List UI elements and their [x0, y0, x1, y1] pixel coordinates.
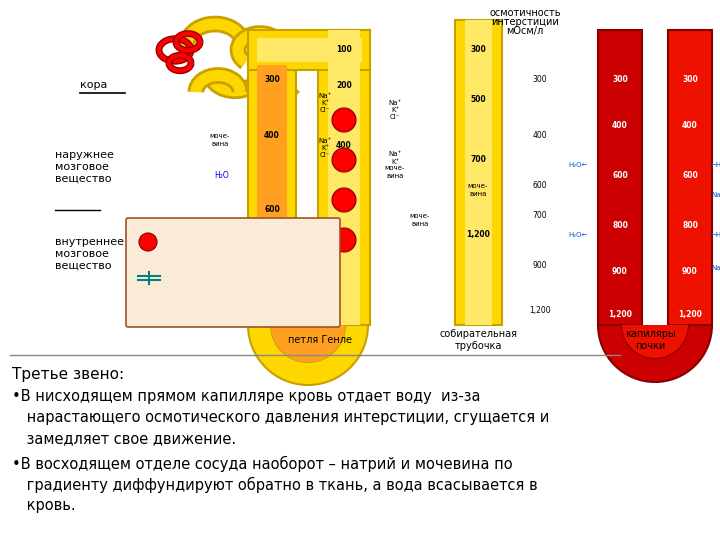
Wedge shape — [598, 325, 712, 382]
Text: 600: 600 — [264, 206, 280, 214]
Text: ←H₂O: ←H₂O — [711, 162, 720, 168]
Text: 1,200: 1,200 — [529, 306, 551, 314]
Text: 300: 300 — [264, 76, 280, 84]
Text: Na⁺
K⁺
Cl⁻: Na⁺ K⁺ Cl⁻ — [388, 100, 402, 120]
Text: 700: 700 — [470, 156, 486, 165]
Text: моче-
вина: моче- вина — [468, 184, 488, 197]
Text: мозговое: мозговое — [55, 162, 109, 172]
Text: 100: 100 — [336, 45, 352, 55]
Text: 500: 500 — [470, 96, 486, 105]
Text: 300: 300 — [533, 76, 547, 84]
Text: осмотичность: осмотичность — [490, 8, 561, 18]
Text: кора: кора — [80, 80, 107, 90]
Text: NaCl: NaCl — [712, 192, 720, 198]
Text: каналы: каналы — [165, 285, 198, 294]
Text: 300: 300 — [682, 76, 698, 84]
Text: 1,200: 1,200 — [608, 310, 632, 320]
Text: Третье звено:: Третье звено: — [12, 367, 124, 382]
Text: 900: 900 — [533, 260, 547, 269]
Text: 1,200: 1,200 — [678, 310, 702, 320]
Polygon shape — [318, 30, 370, 325]
Text: 400: 400 — [612, 120, 628, 130]
Text: NaCl: NaCl — [712, 265, 720, 271]
Text: 900: 900 — [264, 275, 280, 285]
Text: Na⁺
K⁺
моче-
вина: Na⁺ K⁺ моче- вина — [384, 152, 405, 179]
Text: вещество: вещество — [55, 174, 112, 184]
Text: 400: 400 — [264, 131, 280, 139]
Circle shape — [332, 148, 356, 172]
Text: петля Генле: петля Генле — [288, 335, 352, 345]
Text: нарастающего осмотического давления интерстиции, сгущается и: нарастающего осмотического давления инте… — [22, 410, 549, 425]
Text: 600: 600 — [612, 171, 628, 179]
Text: 600: 600 — [533, 180, 547, 190]
Polygon shape — [328, 30, 360, 325]
Text: моче-
вина: моче- вина — [210, 248, 230, 261]
Text: H₂O: H₂O — [215, 171, 230, 179]
Text: H₂O←: H₂O← — [568, 162, 588, 168]
Text: 600: 600 — [682, 171, 698, 179]
Polygon shape — [465, 20, 492, 325]
Text: 900: 900 — [612, 267, 628, 276]
Polygon shape — [257, 65, 287, 325]
Text: 700: 700 — [533, 211, 547, 219]
Text: собирательная
трубочка: собирательная трубочка — [439, 329, 517, 351]
Circle shape — [332, 228, 356, 252]
Circle shape — [332, 188, 356, 212]
Text: Na⁺
K⁺
Cl⁻: Na⁺ K⁺ Cl⁻ — [318, 138, 332, 158]
Text: 800: 800 — [682, 220, 698, 230]
Text: 300: 300 — [470, 45, 486, 55]
Circle shape — [139, 233, 157, 251]
FancyBboxPatch shape — [126, 218, 340, 327]
Text: моче-
вина: моче- вина — [210, 133, 230, 146]
Text: дифузия через: дифузия через — [165, 273, 231, 282]
Text: активный: активный — [165, 238, 208, 246]
Polygon shape — [668, 30, 712, 325]
Text: наружнее: наружнее — [55, 150, 114, 160]
Text: моче-
вина: моче- вина — [410, 213, 430, 226]
Text: вещество: вещество — [55, 261, 112, 271]
Text: внутреннее: внутреннее — [55, 237, 124, 247]
Polygon shape — [598, 30, 642, 325]
Text: градиенту диффундируют обратно в ткань, а вода всасывается в: градиенту диффундируют обратно в ткань, … — [22, 477, 538, 493]
Text: Na⁺
K⁺
Cl⁻: Na⁺ K⁺ Cl⁻ — [318, 93, 332, 113]
Wedge shape — [271, 325, 345, 362]
Text: 700: 700 — [336, 195, 352, 205]
Circle shape — [332, 108, 356, 132]
Text: 400: 400 — [533, 131, 547, 139]
Text: замедляет свое движение.: замедляет свое движение. — [22, 431, 236, 446]
Text: 1,200: 1,200 — [466, 231, 490, 240]
Text: 800: 800 — [612, 220, 628, 230]
Text: •В восходящем отделе сосуда наоборот – натрий и мочевина по: •В восходящем отделе сосуда наоборот – н… — [12, 456, 513, 472]
Wedge shape — [622, 325, 688, 358]
Text: H₂O←: H₂O← — [568, 232, 588, 238]
Text: 900: 900 — [682, 267, 698, 276]
Text: ←H₂O: ←H₂O — [711, 232, 720, 238]
Text: транспорт: транспорт — [165, 248, 212, 258]
Text: мозговое: мозговое — [55, 249, 109, 259]
Text: мОсм/л: мОсм/л — [506, 26, 544, 36]
Polygon shape — [248, 65, 296, 325]
Text: •В нисходящем прямом капилляре кровь отдает воду  из-за: •В нисходящем прямом капилляре кровь отд… — [12, 389, 480, 404]
Polygon shape — [257, 38, 362, 62]
Text: 200: 200 — [336, 80, 352, 90]
Text: 300: 300 — [612, 76, 628, 84]
Wedge shape — [248, 325, 368, 385]
Polygon shape — [455, 20, 502, 325]
Polygon shape — [248, 30, 370, 70]
Text: кровь.: кровь. — [22, 498, 76, 513]
Text: 400: 400 — [336, 140, 352, 150]
Text: капиляры
почки: капиляры почки — [625, 329, 675, 351]
Text: 400: 400 — [682, 120, 698, 130]
Text: H₂O→: H₂O→ — [212, 220, 233, 230]
Text: интерстиции: интерстиции — [491, 17, 559, 27]
